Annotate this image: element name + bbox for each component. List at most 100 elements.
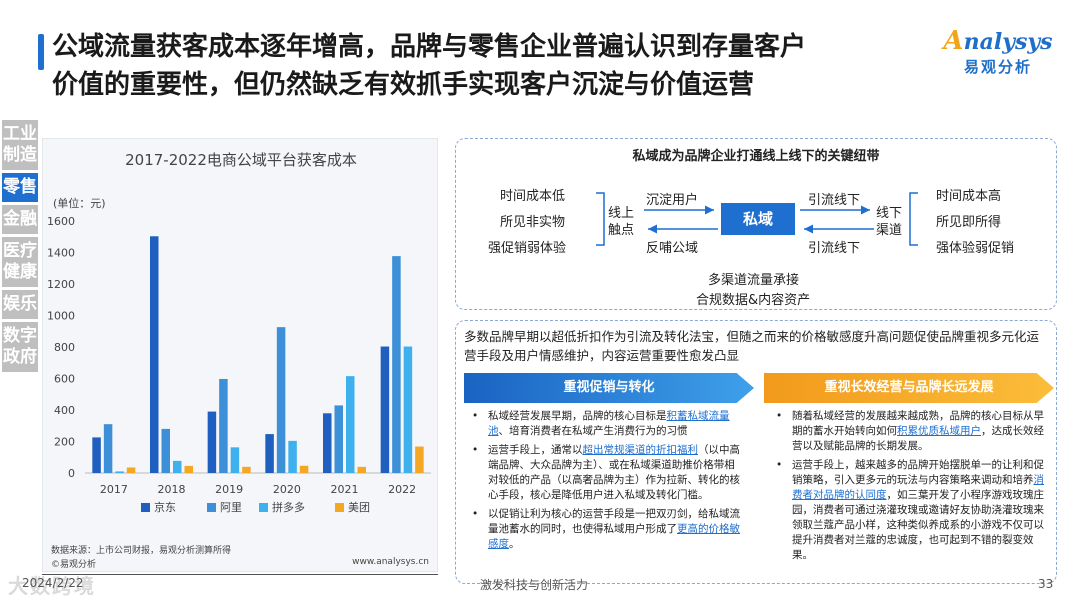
right-bullet-2-pre: 运营手段上，越来越多的品牌开始摆脱单一的让利和促销策略，引入更多元的玩法与内容策…: [792, 459, 1044, 486]
bar-阿里-2022: [392, 256, 401, 473]
y-tick-label: 800: [54, 341, 75, 354]
right-bullet-1-post: ，达成长效经营以及赋能品牌的长期发展。: [792, 425, 1044, 452]
x-tick-label: 2018: [158, 483, 186, 496]
footer-date: 2024/2/22: [22, 576, 84, 590]
x-tick-label: 2017: [100, 483, 128, 496]
left-bullet-2-post: （以中高端品牌、大众品牌为主）、或在私域渠道助推价格带相对较低的产品（以高奢品牌…: [488, 444, 740, 501]
left-bullet-column: 私域经营发展早期，品牌的核心目标是积蓄私域流量池、培育消费者在私域产生消费行为的…: [466, 409, 744, 556]
operation-evolution-panel: 多数品牌早期以超低折扣作为引流及转化法宝，但随之而来的价格敏感度升高问题促使品牌…: [455, 320, 1057, 584]
bar-美团-2017: [126, 467, 136, 473]
right-bullet-2-post: ，如三葉开发了小程序游戏玫瑰庄园，消费者可通过浇灌玫瑰或邀请好友协助浇灌玫瑰来领…: [792, 489, 1044, 561]
bar-京东-2018: [150, 236, 159, 473]
diagram-title: 私域成为品牌企业打通线上线下的关键纽带: [632, 149, 880, 164]
legend-label-拼多多: 拼多多: [272, 500, 305, 514]
private-domain-node: 私域: [721, 203, 795, 235]
x-tick-label: 2019: [215, 483, 243, 496]
left-item-not-physical: 所见非实物: [500, 215, 566, 230]
industry-sidebar: 工业制造 零售 金融 医疗健康 娱乐 数字政府: [2, 120, 38, 375]
right-bullet-2: 运营手段上，越来越多的品牌开始摆脱单一的让利和促销策略，引入更多元的玩法与内容策…: [770, 458, 1048, 563]
bar-阿里-2019: [219, 378, 228, 473]
lower-intro-text: 多数品牌早期以超低折扣作为引流及转化法宝，但随之而来的价格敏感度升高问题促使品牌…: [464, 329, 1040, 363]
chart-unit-label: (单位：元): [53, 197, 106, 210]
page-title-line2: 价值的重要性，但仍然缺乏有效抓手实现客户沉淀与价值运营: [52, 70, 755, 100]
bar-拼多多-2022: [403, 346, 413, 473]
ribbon-long-term-brand: 重视长效经营与品牌长远发展: [764, 373, 1054, 403]
bar-拼多多-2020: [288, 440, 297, 473]
bar-拼多多-2021: [346, 376, 355, 473]
sidebar-item-manufacturing[interactable]: 工业制造: [2, 120, 38, 170]
chart-site-link[interactable]: www.analysys.cn: [352, 557, 429, 567]
right-bracket: [909, 192, 918, 246]
y-tick-label: 1200: [47, 278, 75, 291]
chart-canvas: 0 200 400 600 800 1000 1200 1400 1600 2017 2018 201…: [47, 215, 431, 514]
y-tick-label: 200: [54, 436, 75, 449]
sidebar-item-finance[interactable]: 金融: [2, 205, 38, 234]
bar-京东-2021: [323, 413, 332, 473]
bar-美团-2022: [415, 446, 424, 473]
left-item-strong-promo: 强促销弱体验: [488, 241, 567, 256]
bar-阿里-2018: [161, 428, 170, 473]
bar-阿里-2017: [103, 424, 113, 473]
bar-阿里-2020: [276, 327, 286, 473]
sidebar-item-healthcare[interactable]: 医疗健康: [2, 237, 38, 287]
diagram-arrows: [596, 192, 918, 246]
left-bullet-1: 私域经营发展早期，品牌的核心目标是积蓄私域流量池、培育消费者在私域产生消费行为的…: [466, 409, 744, 439]
online-touchpoint-label: 线上触点: [608, 206, 635, 238]
bar-美团-2020: [299, 465, 309, 473]
logo-en-rest: nalysys: [963, 29, 1053, 55]
right-item-wysiwyg: 所见即所得: [936, 215, 1002, 230]
title-accent-bar: [38, 34, 44, 70]
bar-美团-2019: [242, 466, 251, 473]
x-tick-label: 2020: [273, 483, 301, 496]
feed-public-label: 反哺公域: [646, 241, 699, 256]
sidebar-item-digital-government[interactable]: 数字政府: [2, 322, 38, 372]
bar-美团-2018: [184, 465, 193, 473]
bar-拼多多-2018: [173, 460, 182, 473]
compliant-data-label: 合规数据&内容资产: [696, 293, 811, 308]
divert-offline-top-label: 引流线下: [808, 193, 861, 208]
acquisition-cost-chart: 0 200 400 600 800 1000 1200 1400 1600 2017 2018 201…: [42, 138, 438, 572]
chart-underline: [42, 574, 438, 575]
page-number: 33: [1038, 577, 1054, 591]
x-tick-label: 2022: [388, 483, 416, 496]
legend-swatch-阿里: [207, 503, 216, 512]
y-tick-label: 1000: [47, 310, 75, 323]
legend-label-美团: 美团: [348, 501, 370, 514]
right-bullet-1-highlight: 积累优质私域用户: [897, 425, 981, 437]
bar-京东-2022: [380, 346, 390, 473]
footer-slogan: 激发科技与创新活力: [480, 578, 589, 592]
right-bullet-2-highlight: 消费者对品牌的认同度: [792, 474, 1044, 501]
bar-京东-2020: [265, 434, 274, 473]
legend-label-京东: 京东: [154, 500, 176, 514]
offline-channel-label: 线下渠道: [876, 206, 903, 238]
bar-美团-2021: [357, 466, 366, 473]
logo-en-a: A: [943, 26, 964, 56]
left-bullet-2-highlight: 超出常规渠道的折扣福利: [582, 444, 699, 456]
legend-swatch-拼多多: [259, 503, 268, 512]
y-tick-label: 400: [54, 404, 75, 417]
sidebar-item-entertainment[interactable]: 娱乐: [2, 290, 38, 319]
left-bullet-1-post: 、培育消费者在私域产生消费行为的习惯: [498, 425, 688, 437]
divert-offline-bottom-label: 引流线下: [808, 241, 861, 256]
page-title-line1: 公域流量获客成本逐年增高，品牌与零售企业普遍认识到存量客户: [52, 32, 807, 62]
private-domain-diagram: 私域成为品牌企业打通线上线下的关键纽带 时间成本低 所见非实物 强促销弱体验 线…: [455, 138, 1057, 310]
right-item-high-time-cost: 时间成本高: [936, 189, 1002, 204]
left-bullet-3-highlight: 更高的价格敏感度: [488, 523, 740, 550]
left-bullet-3-pre: 以促销让利为核心的运营手段是一把双刃剑，给私域流量池蓄水的同时，也使得私域用户形…: [488, 508, 740, 535]
legend-swatch-美团: [335, 503, 344, 512]
legend-label-阿里: 阿里: [220, 501, 242, 514]
right-item-strong-experience: 强体验弱促销: [936, 241, 1015, 256]
left-item-low-time-cost: 时间成本低: [500, 189, 566, 204]
left-bracket: [596, 192, 605, 246]
sidebar-item-retail[interactable]: 零售: [2, 173, 38, 202]
y-tick-label: 600: [54, 373, 75, 386]
right-bullet-1: 随着私域经营的发展越来越成熟，品牌的核心目标从早期的蓄水开始转向如何积累优质私域…: [770, 409, 1048, 454]
settle-users-label: 沉淀用户: [646, 193, 699, 208]
analysys-logo: Analysys 易观分析: [938, 26, 1058, 77]
right-bullet-1-pre: 随着私域经营的发展越来越成熟，品牌的核心目标从早期的蓄水开始转向如何: [792, 410, 1044, 437]
left-bullet-1-pre: 私域经营发展早期，品牌的核心目标是: [488, 410, 667, 422]
logo-cn: 易观分析: [963, 58, 1032, 76]
bar-阿里-2021: [334, 405, 343, 473]
chart-title: 2017-2022电商公域平台获客成本: [125, 151, 357, 169]
left-bullet-2-pre: 运营手段上，通常以: [488, 444, 583, 456]
